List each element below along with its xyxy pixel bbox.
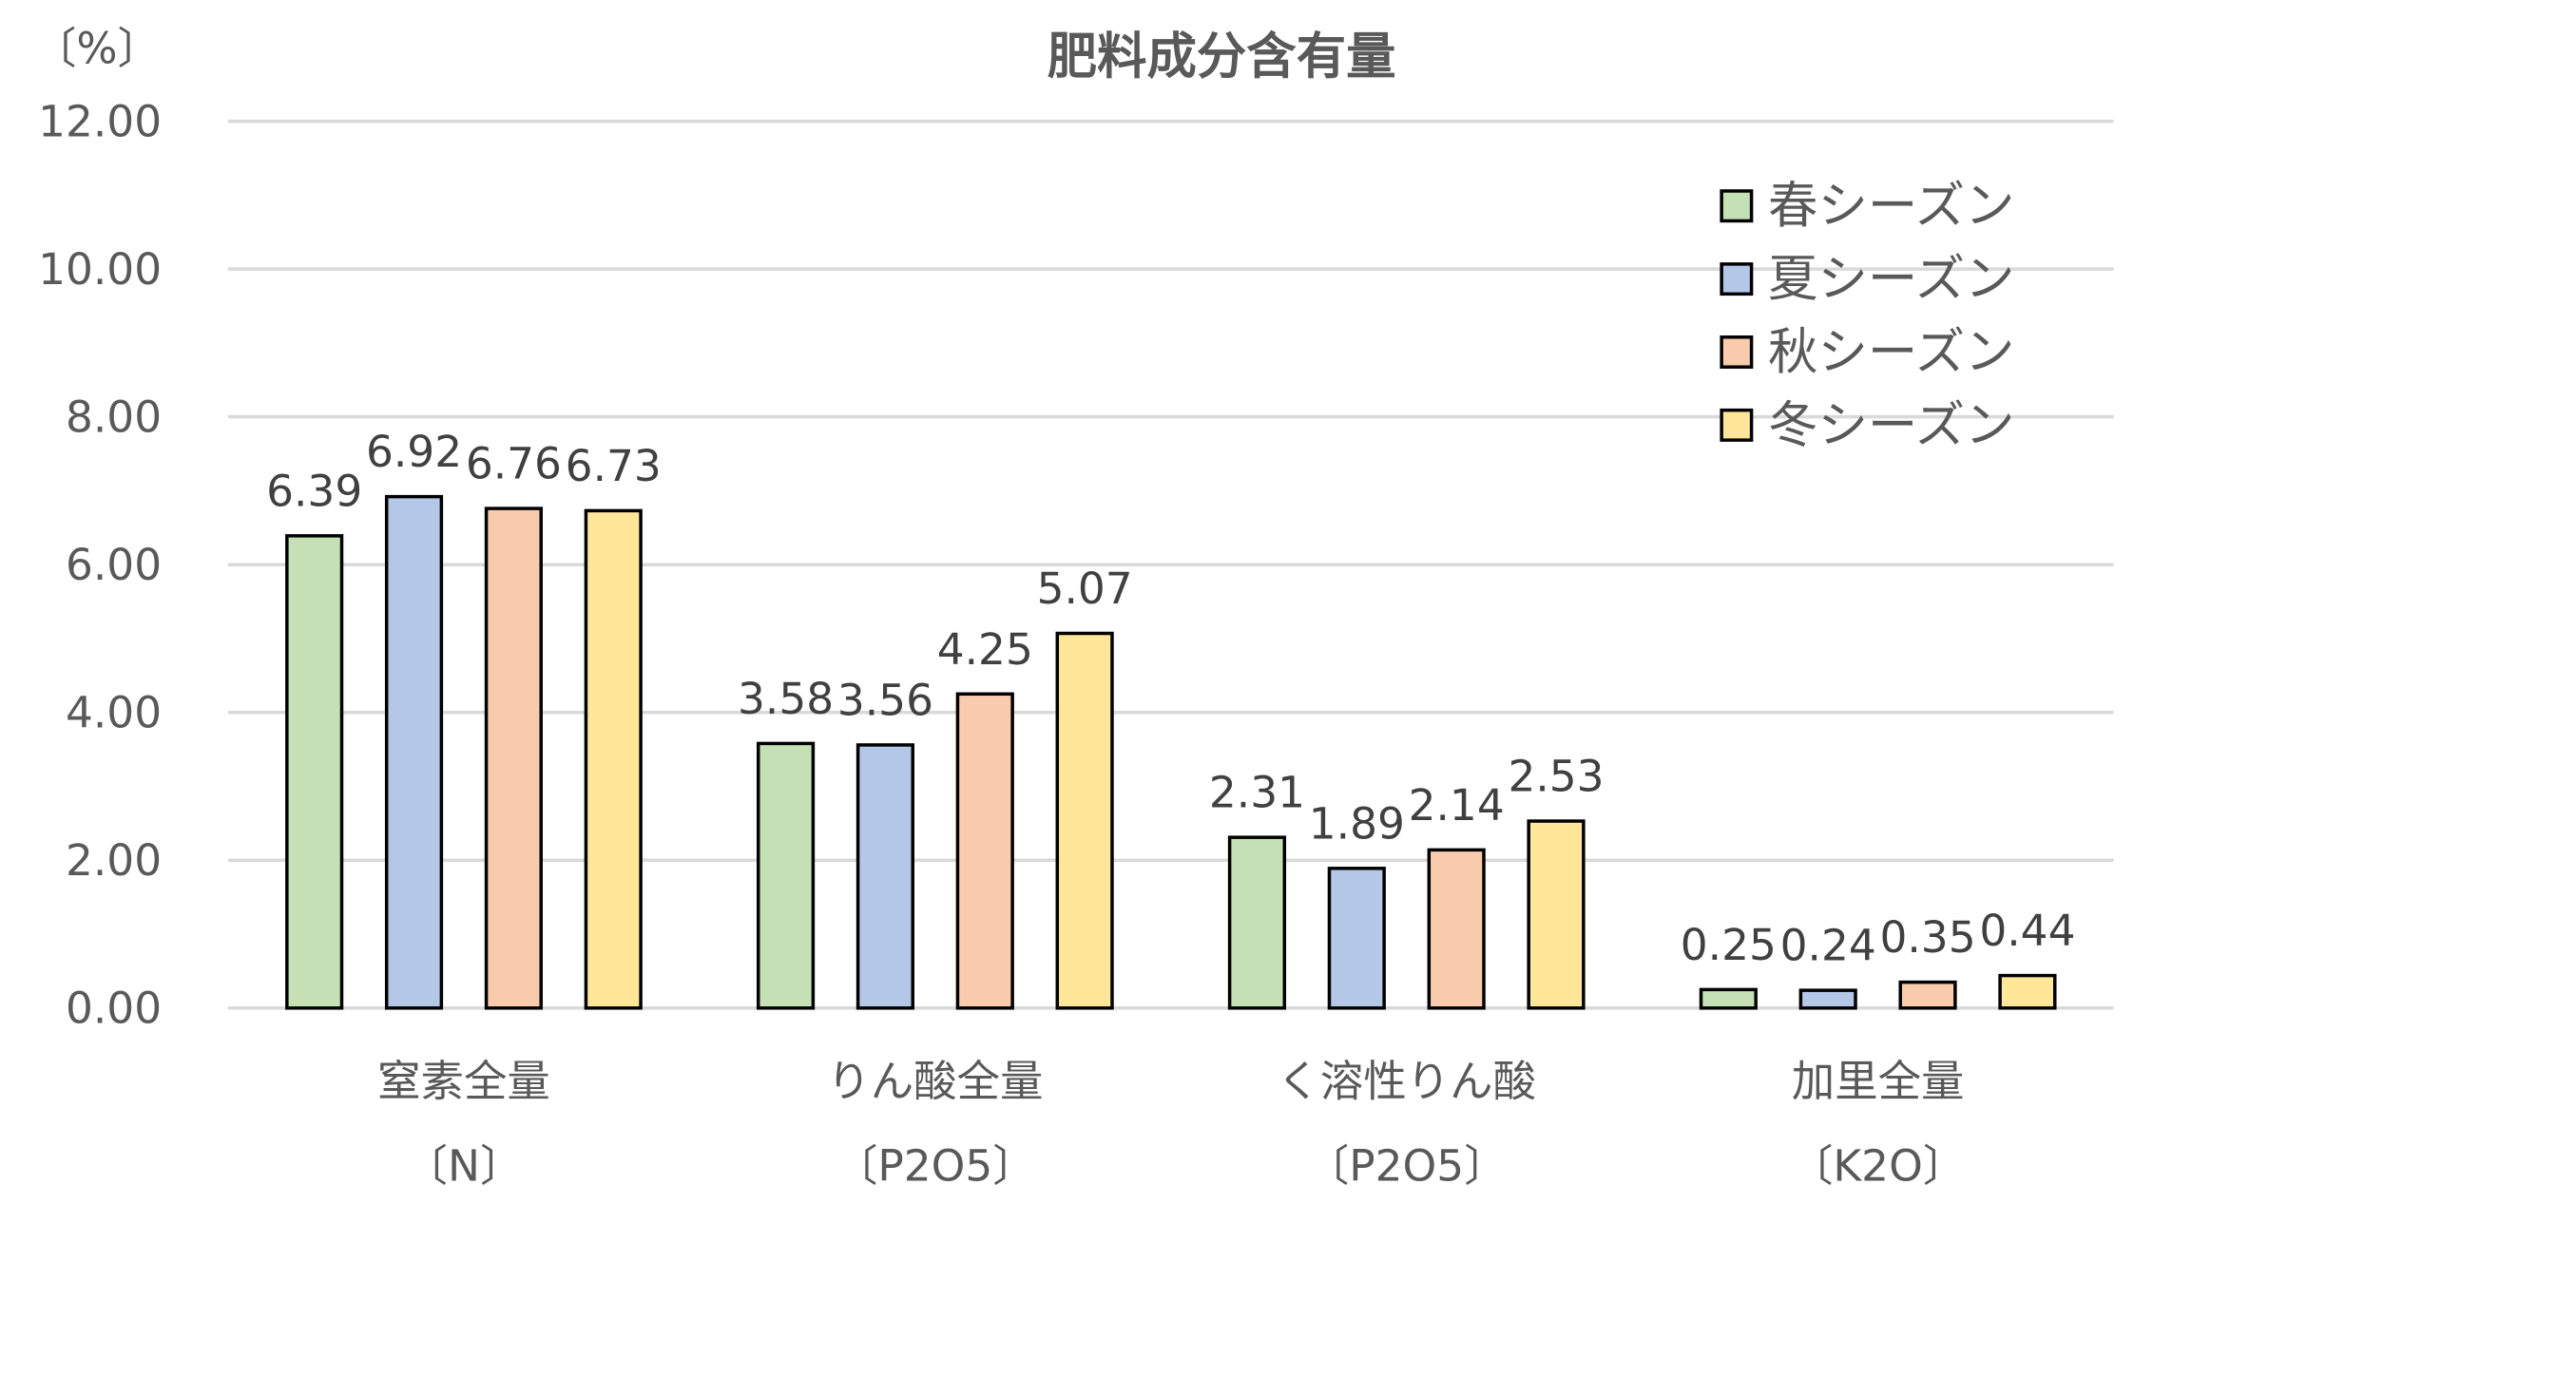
y-tick-label: 2.00 xyxy=(66,835,162,886)
legend-item: 夏シーズン xyxy=(1720,250,2014,308)
legend-item: 秋シーズン xyxy=(1720,323,2014,381)
data-label: 0.35 xyxy=(1879,912,1975,963)
x-category-label: 加里全量 xyxy=(1792,1056,1965,1106)
data-label: 1.89 xyxy=(1309,798,1405,849)
x-category-label: りん酸全量 xyxy=(827,1056,1043,1106)
bar xyxy=(1699,987,1758,1010)
legend-swatch xyxy=(1720,262,1754,296)
data-label: 6.76 xyxy=(466,439,562,489)
bar xyxy=(1798,988,1857,1010)
bar xyxy=(1527,819,1586,1010)
data-label: 2.31 xyxy=(1209,768,1305,818)
data-label: 2.14 xyxy=(1409,780,1505,831)
x-category-sublabel: 〔K2O〕 xyxy=(1790,1141,1966,1192)
x-category-sublabel: 〔P2O5〕 xyxy=(1306,1141,1508,1192)
legend-label: 春シーズン xyxy=(1768,177,2014,235)
data-label: 3.56 xyxy=(837,675,933,725)
bar xyxy=(756,741,816,1010)
bar xyxy=(1227,835,1287,1010)
y-axis-unit-label: 〔%〕 xyxy=(33,23,161,73)
data-label: 6.39 xyxy=(266,466,362,516)
legend-item: 春シーズン xyxy=(1720,177,2014,235)
legend-swatch xyxy=(1720,189,1754,223)
bar xyxy=(1427,848,1486,1010)
legend-label: 秋シーズン xyxy=(1768,323,2014,381)
y-tick-label: 6.00 xyxy=(66,540,162,590)
legend-item: 冬シーズン xyxy=(1720,396,2014,454)
bar xyxy=(584,508,643,1010)
bar xyxy=(484,506,543,1010)
y-tick-label: 8.00 xyxy=(66,392,162,442)
legend-swatch xyxy=(1720,408,1754,442)
data-label: 0.24 xyxy=(1780,921,1876,971)
bar xyxy=(1055,631,1114,1010)
x-category-sublabel: 〔P2O5〕 xyxy=(835,1141,1036,1192)
data-label: 6.73 xyxy=(566,441,662,491)
legend-label: 夏シーズン xyxy=(1768,250,2014,308)
data-label: 6.92 xyxy=(366,427,462,477)
data-label: 0.44 xyxy=(1979,906,2075,956)
bar xyxy=(285,534,344,1010)
bar xyxy=(1898,980,1957,1010)
y-tick-label: 0.00 xyxy=(66,984,162,1034)
data-label: 5.07 xyxy=(1037,564,1133,614)
bar xyxy=(384,494,444,1010)
legend-swatch xyxy=(1720,335,1754,369)
data-label: 4.25 xyxy=(937,624,1033,675)
data-label: 3.58 xyxy=(738,674,834,724)
data-label: 0.25 xyxy=(1681,920,1777,970)
y-tick-label: 10.00 xyxy=(38,244,162,295)
bar xyxy=(1998,973,2057,1010)
y-tick-label: 12.00 xyxy=(38,96,162,146)
legend-label: 冬シーズン xyxy=(1768,396,2014,454)
chart-title: 肥料成分含有量 xyxy=(1048,28,1396,86)
y-tick-label: 4.00 xyxy=(66,687,162,737)
x-category-label: く溶性りん酸 xyxy=(1277,1056,1536,1106)
bar xyxy=(955,692,1014,1010)
x-category-sublabel: 〔N〕 xyxy=(405,1141,524,1192)
bar xyxy=(855,743,915,1010)
x-category-label: 窒素全量 xyxy=(377,1056,550,1106)
bar xyxy=(1327,867,1386,1010)
data-label: 2.53 xyxy=(1508,752,1604,802)
